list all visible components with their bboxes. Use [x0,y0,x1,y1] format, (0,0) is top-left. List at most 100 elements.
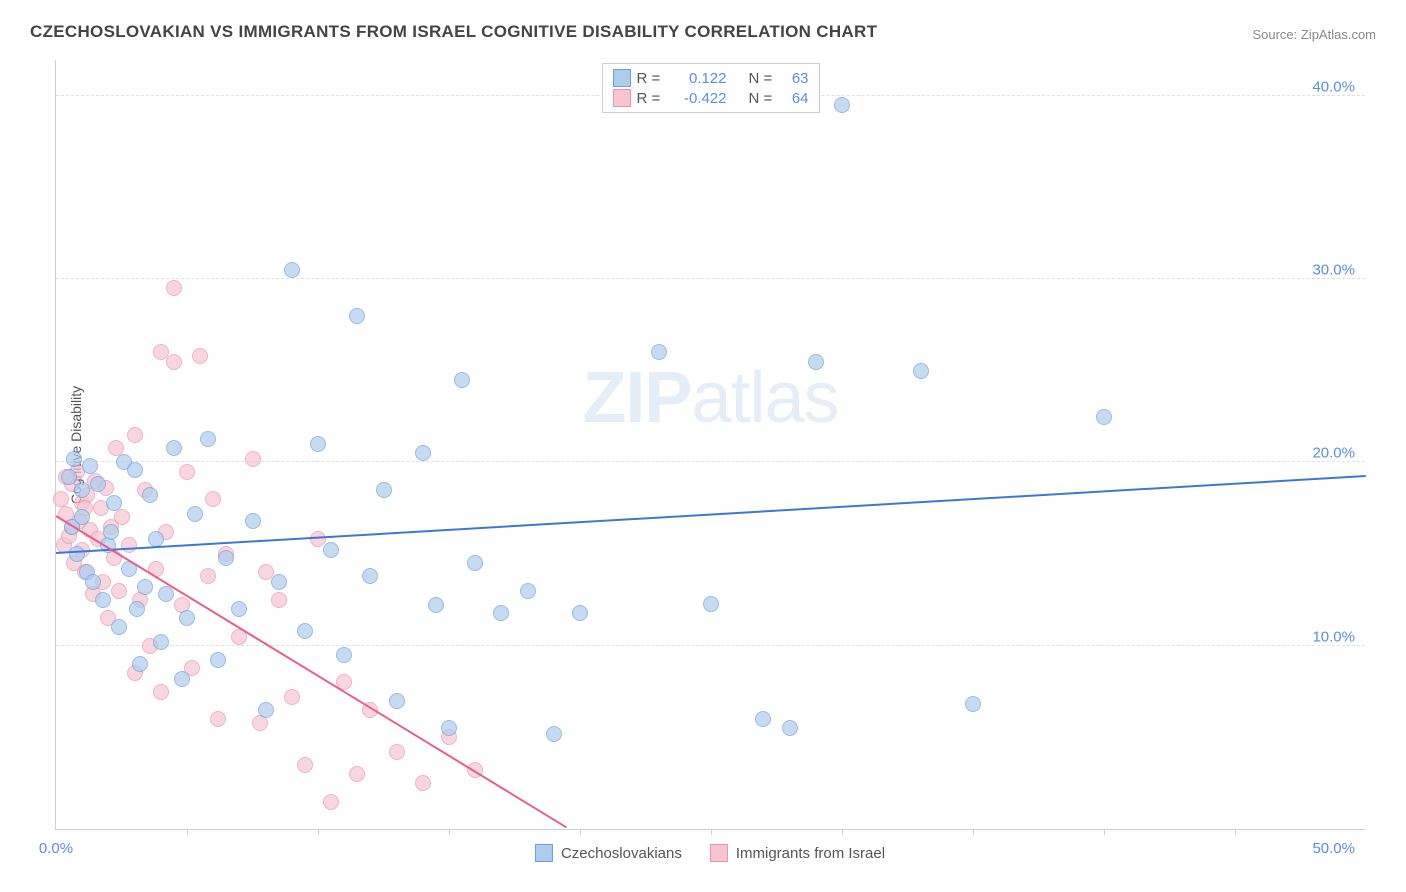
scatter-point-israel [127,427,143,443]
scatter-point-czech [231,601,247,617]
chart-title: CZECHOSLOVAKIAN VS IMMIGRANTS FROM ISRAE… [30,22,877,42]
scatter-point-czech [782,720,798,736]
scatter-point-czech [106,495,122,511]
x-tick [842,829,843,835]
scatter-point-czech [74,509,90,525]
x-tick-label-max: 50.0% [1312,840,1355,857]
scatter-point-czech [153,634,169,650]
scatter-point-czech [362,568,378,584]
scatter-point-czech [210,652,226,668]
scatter-point-israel [53,491,69,507]
scatter-point-czech [297,623,313,639]
scatter-point-czech [200,431,216,447]
scatter-point-czech [441,720,457,736]
scatter-point-czech [187,506,203,522]
y-tick-label: 40.0% [1312,78,1355,95]
plot-box: ZIPatlas 10.0%20.0%30.0%40.0% R = 0.122 … [55,60,1365,830]
x-tick [187,829,188,835]
scatter-point-czech [493,605,509,621]
scatter-point-czech [1096,409,1112,425]
scatter-point-czech [415,445,431,461]
scatter-point-israel [111,583,127,599]
legend-item-czech: Czechoslovakians [535,844,682,862]
scatter-point-czech [467,555,483,571]
scatter-point-czech [66,451,82,467]
scatter-point-israel [114,509,130,525]
x-tick [711,829,712,835]
scatter-point-czech [258,702,274,718]
swatch-czech [613,69,631,87]
scatter-point-israel [284,689,300,705]
scatter-point-israel [200,568,216,584]
scatter-point-czech [454,372,470,388]
scatter-point-israel [297,757,313,773]
x-tick [973,829,974,835]
source-attribution: Source: ZipAtlas.com [1252,27,1376,42]
scatter-point-czech [546,726,562,742]
scatter-point-czech [913,363,929,379]
scatter-point-israel [121,537,137,553]
scatter-point-czech [142,487,158,503]
x-tick [318,829,319,835]
chart-area: Cognitive Disability ZIPatlas 10.0%20.0%… [55,60,1365,830]
scatter-point-czech [428,597,444,613]
scatter-point-czech [85,574,101,590]
scatter-point-czech [129,601,145,617]
scatter-point-czech [755,711,771,727]
scatter-point-israel [166,280,182,296]
scatter-point-czech [310,436,326,452]
scatter-point-israel [205,491,221,507]
scatter-point-czech [271,574,287,590]
scatter-point-israel [271,592,287,608]
correlation-stats-box: R = 0.122 N = 63 R = -0.422 N = 64 [602,63,820,113]
scatter-point-israel [179,464,195,480]
scatter-point-czech [82,458,98,474]
scatter-point-czech [572,605,588,621]
scatter-point-israel [389,744,405,760]
scatter-point-israel [210,711,226,727]
scatter-point-czech [336,647,352,663]
scatter-point-czech [61,469,77,485]
legend: Czechoslovakians Immigrants from Israel [535,844,885,862]
y-tick-label: 30.0% [1312,262,1355,279]
scatter-point-czech [323,542,339,558]
scatter-point-czech [158,586,174,602]
y-tick-label: 10.0% [1312,628,1355,645]
watermark: ZIPatlas [582,357,838,439]
swatch-israel [613,89,631,107]
scatter-point-israel [245,451,261,467]
scatter-point-czech [218,550,234,566]
scatter-point-czech [651,344,667,360]
scatter-point-czech [137,579,153,595]
stats-row-czech: R = 0.122 N = 63 [613,68,809,88]
scatter-point-czech [74,482,90,498]
scatter-point-israel [192,348,208,364]
scatter-point-czech [245,513,261,529]
scatter-point-czech [111,619,127,635]
scatter-point-czech [703,596,719,612]
scatter-point-czech [95,592,111,608]
scatter-point-israel [153,684,169,700]
scatter-point-czech [179,610,195,626]
x-tick [449,829,450,835]
legend-swatch-czech [535,844,553,862]
scatter-point-israel [108,440,124,456]
scatter-point-czech [90,476,106,492]
x-tick [580,829,581,835]
x-tick [1235,829,1236,835]
scatter-point-czech [174,671,190,687]
gridline [56,645,1365,646]
scatter-point-israel [349,766,365,782]
scatter-point-israel [415,775,431,791]
scatter-point-czech [166,440,182,456]
gridline [56,278,1365,279]
scatter-point-czech [127,462,143,478]
scatter-point-czech [69,546,85,562]
scatter-point-czech [132,656,148,672]
scatter-point-czech [349,308,365,324]
scatter-point-czech [808,354,824,370]
scatter-point-czech [834,97,850,113]
scatter-point-czech [376,482,392,498]
scatter-point-czech [520,583,536,599]
scatter-point-czech [965,696,981,712]
